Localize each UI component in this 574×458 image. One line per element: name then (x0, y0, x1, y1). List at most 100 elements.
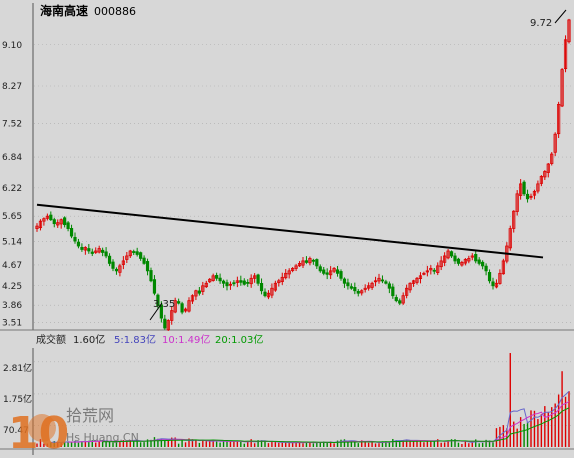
candle (104, 247, 108, 259)
price-tick-label: 7.52 (2, 119, 22, 129)
candle (218, 273, 222, 284)
candle (401, 292, 405, 305)
candle (170, 306, 174, 325)
candle (411, 279, 416, 287)
candle (304, 256, 309, 264)
candle (35, 223, 39, 232)
candle (297, 261, 302, 267)
candle (135, 247, 139, 257)
candle (187, 297, 191, 313)
price-tick-label: 5.14 (2, 238, 22, 248)
candle (235, 276, 239, 288)
candle (59, 218, 63, 229)
candle (145, 258, 150, 276)
candle (291, 267, 295, 273)
candle (380, 275, 385, 284)
price-panel: 9.10 8.27 7.52 6.84 6.22 5.65 5.14 4.67 4.25 3.86… (0, 3, 574, 331)
candle (221, 279, 226, 288)
candle (329, 266, 333, 279)
candle (446, 249, 450, 260)
candle (90, 248, 94, 257)
candle (515, 190, 519, 216)
candle (363, 284, 367, 293)
candle (553, 132, 557, 157)
candle (266, 290, 271, 300)
candle (159, 301, 163, 323)
low-pointer (149, 302, 163, 321)
candle (398, 298, 402, 306)
candle (449, 250, 454, 258)
candle (353, 282, 357, 295)
low-label: 3.35 (153, 299, 175, 310)
candle (80, 243, 84, 252)
candle (239, 275, 243, 286)
candle (487, 269, 492, 284)
candle (42, 217, 46, 226)
candle (342, 277, 347, 288)
candle (256, 273, 260, 286)
candle (125, 251, 129, 264)
candle (501, 258, 505, 275)
candle (139, 251, 143, 261)
candle (529, 193, 533, 200)
candle (391, 283, 395, 299)
candle (422, 271, 426, 276)
candle (63, 216, 67, 228)
price-tick-label: 3.51 (2, 319, 22, 329)
candle (215, 272, 219, 281)
candle (76, 238, 81, 249)
candle (339, 269, 343, 281)
price-tick-label: 8.27 (2, 82, 22, 92)
candle (408, 282, 412, 293)
volume-legend: 成交额 1.60亿 5:1.83亿 10:1.49亿 20:1.03亿 (36, 333, 263, 346)
candle (111, 259, 115, 272)
volume-panel: 2.81亿 1.75亿 70.47 (0, 348, 574, 455)
candle (318, 264, 322, 273)
candle (456, 257, 461, 266)
candle (308, 256, 312, 266)
candle (349, 283, 353, 290)
candle (550, 152, 554, 166)
candle (443, 252, 447, 267)
candle (453, 252, 457, 265)
price-tick-label: 6.84 (2, 153, 22, 163)
candle (429, 265, 433, 275)
candle (325, 268, 329, 280)
candle (94, 247, 98, 254)
watermark-cn: 拾荒网 (66, 406, 114, 425)
candle (194, 289, 198, 301)
candle (536, 180, 540, 194)
candle (66, 221, 70, 232)
price-tick-label: 4.67 (2, 261, 22, 271)
candle (52, 217, 56, 228)
candle (273, 280, 277, 292)
candle (373, 276, 378, 287)
candle (418, 272, 423, 284)
candle (73, 232, 77, 244)
candle (114, 267, 119, 275)
candle (190, 294, 195, 304)
candle (477, 257, 481, 266)
candle (460, 260, 464, 267)
candle (259, 278, 264, 295)
candle (532, 189, 537, 200)
candle (156, 293, 160, 310)
price-tick-label: 9.10 (2, 41, 22, 51)
candle (332, 267, 336, 274)
candle (484, 263, 488, 276)
candle (201, 281, 205, 296)
candle (301, 256, 305, 268)
candle (38, 219, 43, 231)
high-pointer (554, 9, 567, 24)
price-tick-label: 6.22 (2, 184, 22, 194)
candle (173, 297, 177, 314)
candle (315, 258, 319, 270)
candle (384, 279, 388, 285)
candle (284, 269, 288, 280)
candle (232, 280, 236, 287)
candle (270, 283, 274, 299)
candle (149, 267, 153, 283)
candle (415, 276, 419, 285)
candle (356, 289, 360, 297)
